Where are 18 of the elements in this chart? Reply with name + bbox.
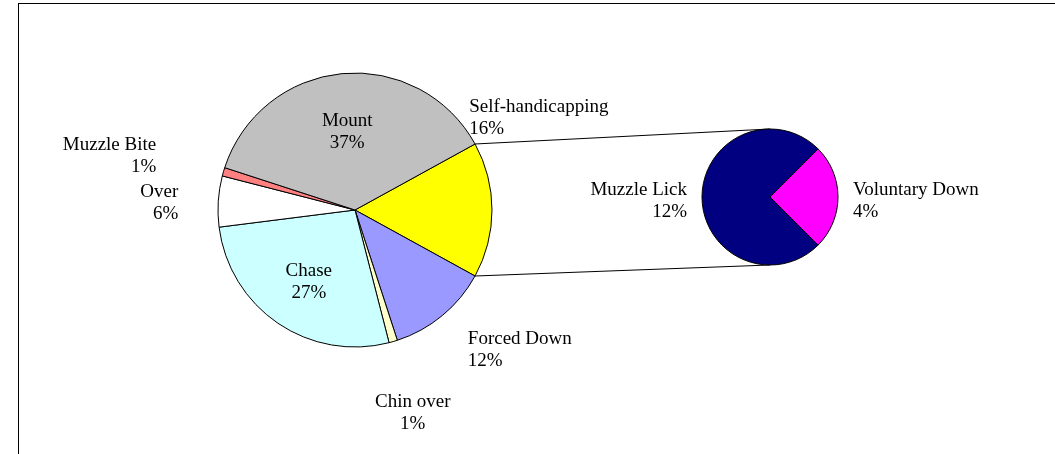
slice-label: Chase [285,258,333,280]
data-label: 1% [130,155,157,177]
slice-label: Muzzle Lick [590,178,688,199]
data-label: 16% [469,117,505,139]
slice-label: Mount [321,109,374,131]
slice-label: Muzzle Bite [62,133,157,155]
data-label: 27% [291,280,327,302]
data-label: 37% [329,131,365,153]
slice-label: Over [140,179,180,201]
data-label: 12% [652,199,688,221]
data-label: 4% [853,199,879,221]
data-label: 1% [400,411,426,433]
slice-label: Forced Down [467,327,573,349]
slice-label: Self-handicapping [469,95,609,117]
slice-label: Voluntary Down [853,178,980,199]
data-label: 12% [467,349,503,371]
data-label: 6% [153,201,179,223]
slice-label: Chin over [375,389,452,411]
